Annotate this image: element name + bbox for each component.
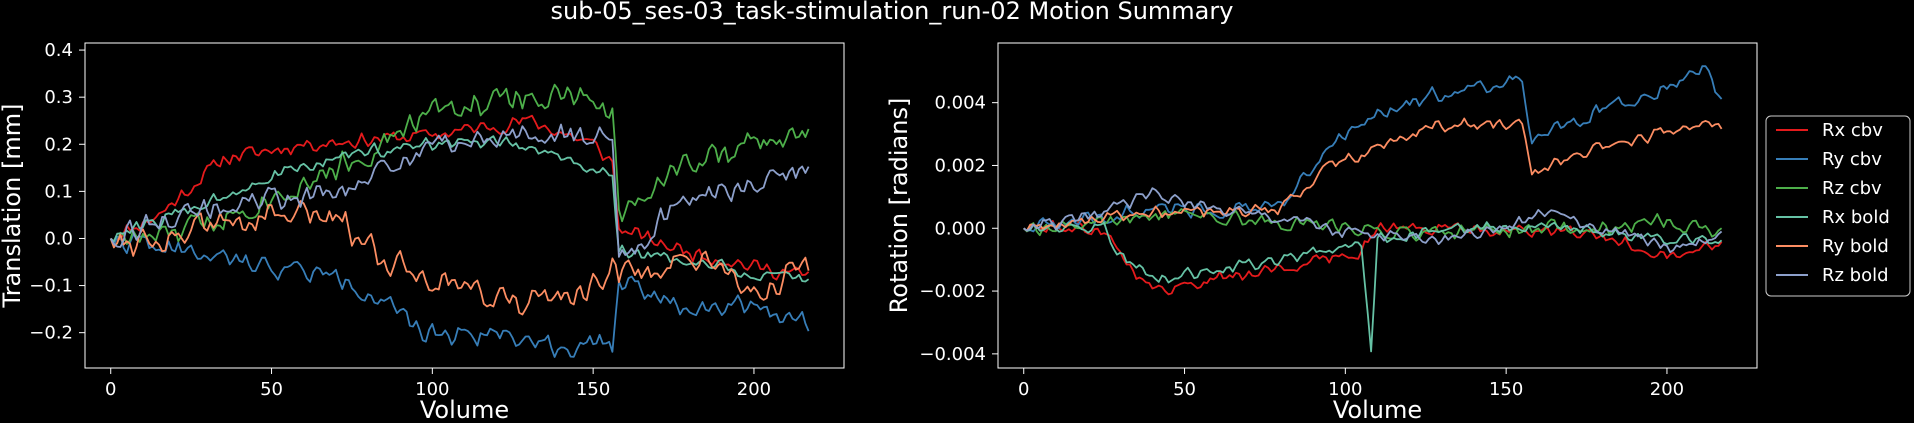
rotation-series-group (1023, 65, 1723, 353)
translation-ytick-label: 0.1 (44, 181, 73, 202)
rotation-xtick-label: 0 (1018, 379, 1029, 400)
translation-ytick-label: −0.2 (29, 323, 73, 344)
rotation-ytick-label: 0.000 (934, 218, 986, 239)
translation-ytick-label: 0.2 (44, 134, 73, 155)
translation-panel: 0 50 100 150 200 −0.2 −0.1 0.0 0.1 0.2 0.3 0.4 Volum… (0, 40, 845, 423)
rotation-axes-frame (997, 42, 1758, 369)
translation-ytick-label: −0.1 (29, 276, 73, 297)
translation-line-ry-bold (109, 200, 810, 316)
translation-xtick-label: 200 (737, 379, 771, 400)
rotation-line-rz-bold (1023, 187, 1723, 254)
rotation-y-axis-label: Rotation [radians] (885, 98, 913, 314)
rotation-ytick-label: 0.004 (934, 93, 986, 114)
rotation-ytick-label: −0.002 (919, 281, 986, 302)
legend-frame (1765, 115, 1911, 297)
translation-xtick-label: 150 (576, 379, 610, 400)
translation-ytick-label: 0.3 (44, 87, 73, 108)
translation-xtick-label: 100 (415, 379, 449, 400)
translation-x-axis-label: Volume (420, 396, 509, 423)
legend-label: Rx cbv (1822, 120, 1883, 141)
rotation-xtick-label: 100 (1328, 379, 1362, 400)
rotation-ytick-label: 0.002 (934, 155, 986, 176)
legend-label: Rz bold (1822, 265, 1889, 286)
translation-y-axis-label: Translation [mm] (0, 104, 26, 309)
translation-series-group (109, 83, 810, 358)
legend-label: Rz cbv (1822, 178, 1882, 199)
rotation-line-rz-cbv (1023, 208, 1723, 242)
translation-xtick-label: 0 (105, 379, 116, 400)
rotation-panel: 0 50 100 150 200 −0.004 −0.002 0.000 0.002 0.004 V… (885, 42, 1758, 423)
rotation-line-rx-bold (1023, 221, 1723, 353)
figure-title: sub-05_ses-03_task-stimulation_run-02 Mo… (551, 0, 1234, 25)
rotation-ytick-label: −0.004 (919, 344, 986, 365)
translation-ytick-label: 0.4 (44, 40, 73, 61)
legend-label: Ry bold (1822, 236, 1889, 257)
rotation-xtick-label: 150 (1489, 379, 1523, 400)
translation-xtick-label: 50 (260, 379, 283, 400)
rotation-xtick-label: 50 (1173, 379, 1196, 400)
translation-line-ry-cbv (109, 233, 810, 358)
translation-line-rz-cbv (109, 83, 810, 248)
legend-label: Ry cbv (1822, 149, 1882, 170)
translation-axes-frame (84, 42, 845, 369)
rotation-x-axis-label: Volume (1333, 396, 1422, 423)
legend: Rx cbv Ry cbv Rz cbv Rx bold Ry bold Rz bold (1765, 115, 1911, 297)
translation-ytick-label: 0.0 (44, 228, 73, 249)
rotation-line-ry-bold (1023, 117, 1723, 232)
translation-line-rz-bold (109, 123, 810, 258)
rotation-xtick-label: 200 (1650, 379, 1684, 400)
legend-label: Rx bold (1822, 207, 1890, 228)
rotation-line-rx-cbv (1023, 219, 1723, 296)
translation-line-rx-cbv (110, 114, 810, 281)
